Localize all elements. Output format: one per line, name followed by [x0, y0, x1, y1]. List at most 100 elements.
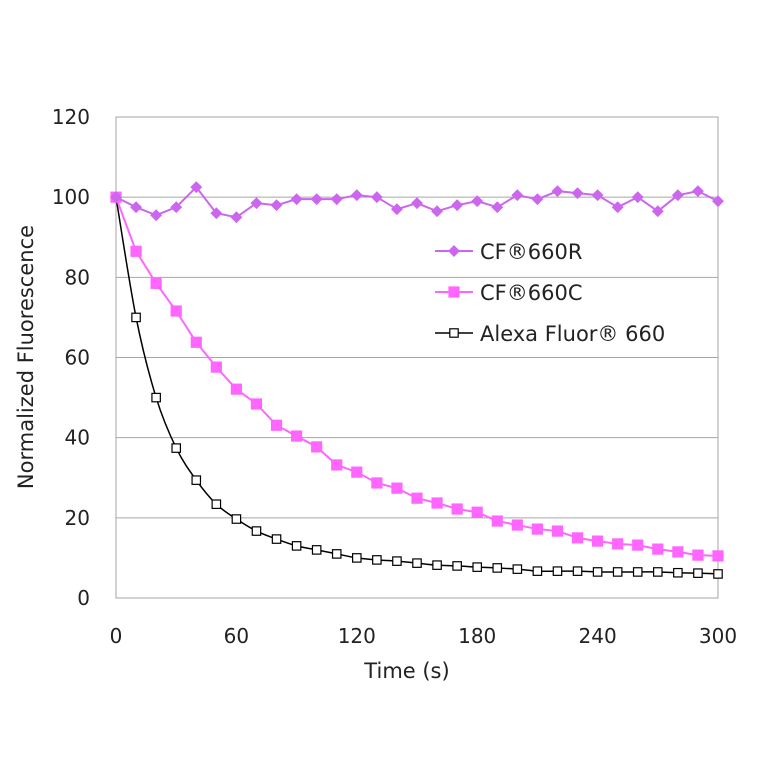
point-marker: [651, 205, 664, 218]
point-marker: [250, 398, 263, 410]
point-marker: [452, 561, 462, 571]
point-marker: [170, 305, 182, 317]
point-marker: [330, 193, 343, 206]
x-axis-label: Time (s): [363, 659, 449, 683]
legend-label: CF®660R: [480, 240, 582, 264]
x-tick-labels: 0 60 120 180 240 300: [110, 624, 737, 648]
point-marker: [291, 541, 302, 551]
point-marker: [270, 199, 283, 212]
point-marker: [190, 181, 203, 194]
point-marker: [532, 566, 543, 576]
point-marker: [512, 564, 523, 574]
y-tick-label: 60: [65, 346, 90, 370]
point-marker: [130, 245, 142, 257]
point-marker: [693, 568, 703, 578]
legend-item: CF®660C: [435, 281, 583, 305]
point-marker: [551, 525, 564, 537]
point-marker: [350, 189, 363, 202]
point-marker: [231, 514, 242, 524]
y-tick-label: 120: [52, 105, 90, 129]
legend-item: Alexa Fluor® 660: [435, 322, 665, 346]
point-marker: [449, 328, 459, 338]
point-marker: [612, 567, 623, 577]
point-marker: [491, 515, 503, 527]
point-marker: [310, 193, 323, 206]
point-marker: [713, 569, 723, 579]
x-tick-label: 0: [110, 624, 123, 648]
point-marker: [692, 549, 704, 561]
point-marker: [110, 191, 122, 204]
point-marker: [572, 566, 583, 576]
point-marker: [311, 441, 323, 453]
point-marker: [131, 312, 141, 323]
x-tick-label: 300: [699, 624, 737, 648]
point-marker: [592, 567, 603, 577]
point-marker: [371, 477, 383, 489]
point-marker: [631, 191, 644, 204]
point-marker: [552, 566, 563, 576]
point-marker: [451, 199, 464, 212]
point-marker: [712, 550, 724, 562]
legend-label: Alexa Fluor® 660: [480, 322, 665, 346]
point-marker: [211, 499, 222, 510]
point-marker: [471, 195, 484, 208]
y-tick-label: 80: [65, 265, 90, 289]
point-marker: [411, 492, 423, 504]
point-marker: [571, 532, 584, 544]
point-marker: [311, 545, 322, 555]
point-marker: [632, 567, 643, 577]
series-cf-660r: [110, 181, 724, 224]
point-marker: [291, 430, 303, 442]
point-marker: [190, 336, 202, 348]
y-tick-label: 20: [65, 506, 90, 530]
point-marker: [492, 563, 503, 573]
point-marker: [390, 203, 403, 216]
point-marker: [511, 189, 524, 202]
gridlines: [116, 116, 718, 599]
point-marker: [150, 277, 162, 289]
point-marker: [210, 207, 223, 220]
legend: CF®660R CF®660C Alexa Fluor® 660: [435, 240, 665, 346]
point-marker: [472, 562, 482, 572]
series-alexa-fluor-660: [111, 192, 723, 579]
point-marker: [191, 475, 202, 485]
point-marker: [471, 506, 483, 518]
point-marker: [448, 245, 460, 257]
plot-area: [115, 116, 719, 599]
point-marker: [351, 466, 363, 478]
point-marker: [611, 201, 624, 214]
point-marker: [251, 526, 262, 536]
point-marker: [372, 555, 382, 565]
point-marker: [271, 534, 282, 544]
point-marker: [691, 185, 704, 198]
point-marker: [352, 553, 362, 563]
point-marker: [250, 197, 263, 210]
y-tick-label: 0: [77, 586, 90, 610]
point-marker: [451, 503, 463, 515]
x-tick-label: 120: [338, 624, 376, 648]
point-marker: [673, 567, 683, 578]
point-marker: [431, 497, 443, 509]
point-marker: [591, 189, 604, 202]
series-group: [110, 181, 724, 579]
y-tick-labels: 0 20 40 60 80 100 120: [52, 105, 90, 610]
point-marker: [551, 185, 564, 198]
point-marker: [210, 361, 222, 373]
y-tick-label: 100: [52, 185, 90, 209]
point-marker: [531, 193, 544, 206]
x-tick-label: 240: [579, 624, 617, 648]
point-marker: [370, 191, 383, 204]
point-marker: [612, 538, 624, 550]
point-marker: [331, 549, 342, 559]
point-marker: [432, 560, 442, 570]
legend-label: CF®660C: [480, 281, 583, 305]
point-marker: [150, 209, 163, 222]
point-marker: [270, 419, 283, 431]
legend-item: CF®660R: [435, 240, 582, 264]
point-marker: [170, 201, 183, 214]
point-marker: [171, 443, 181, 453]
point-marker: [671, 189, 684, 202]
x-tick-label: 180: [458, 624, 496, 648]
